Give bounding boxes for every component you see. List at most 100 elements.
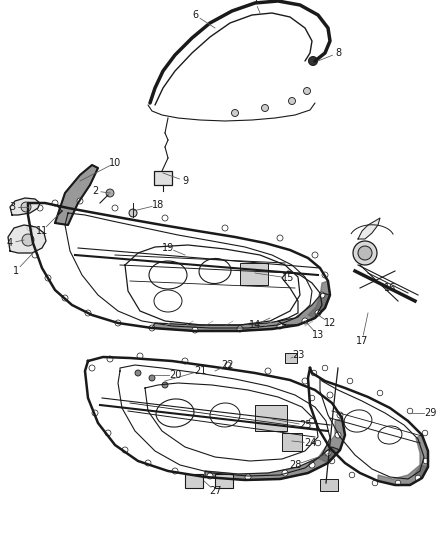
Circle shape — [135, 370, 141, 376]
Circle shape — [422, 430, 428, 436]
Circle shape — [106, 189, 114, 197]
Circle shape — [21, 202, 31, 212]
Circle shape — [237, 326, 243, 332]
Circle shape — [325, 450, 331, 456]
Circle shape — [304, 87, 311, 94]
Circle shape — [162, 215, 168, 221]
Text: 1: 1 — [13, 266, 19, 276]
Circle shape — [349, 472, 355, 478]
Circle shape — [52, 200, 58, 206]
Bar — [154, 171, 172, 185]
Circle shape — [302, 378, 308, 384]
Polygon shape — [358, 218, 380, 239]
Circle shape — [302, 318, 308, 324]
Circle shape — [261, 104, 268, 111]
Circle shape — [327, 392, 333, 398]
Circle shape — [358, 246, 372, 260]
Text: 25: 25 — [299, 420, 311, 430]
Circle shape — [372, 480, 378, 486]
Circle shape — [319, 292, 325, 298]
Polygon shape — [8, 225, 46, 253]
Circle shape — [353, 241, 377, 265]
Text: 27: 27 — [209, 486, 221, 496]
Circle shape — [27, 225, 33, 231]
Circle shape — [312, 252, 318, 258]
Circle shape — [277, 323, 283, 329]
Circle shape — [232, 109, 239, 117]
Circle shape — [322, 272, 328, 278]
Polygon shape — [205, 447, 340, 480]
Circle shape — [115, 320, 121, 326]
Circle shape — [415, 475, 421, 481]
Circle shape — [62, 295, 68, 301]
Circle shape — [337, 412, 343, 418]
Circle shape — [308, 56, 318, 66]
Polygon shape — [378, 465, 428, 485]
Circle shape — [129, 209, 137, 217]
Circle shape — [407, 408, 413, 414]
Circle shape — [315, 440, 321, 446]
Circle shape — [377, 390, 383, 396]
Circle shape — [395, 480, 401, 486]
Text: 21: 21 — [194, 366, 206, 376]
Circle shape — [289, 98, 296, 104]
Text: 11: 11 — [36, 226, 48, 236]
Text: 12: 12 — [324, 318, 336, 328]
Bar — [240, 263, 268, 285]
Polygon shape — [318, 418, 345, 463]
Text: 19: 19 — [162, 243, 174, 253]
Text: 16: 16 — [384, 283, 396, 293]
Text: 18: 18 — [152, 200, 164, 210]
Bar — [255, 405, 287, 431]
Circle shape — [309, 395, 315, 401]
Circle shape — [32, 252, 38, 258]
Text: 22: 22 — [222, 360, 234, 370]
Text: 6: 6 — [192, 10, 198, 20]
Circle shape — [329, 458, 335, 464]
Polygon shape — [152, 293, 330, 331]
Polygon shape — [10, 198, 40, 215]
Bar — [215, 474, 233, 488]
Text: 24: 24 — [304, 438, 316, 448]
Text: 14: 14 — [249, 320, 261, 330]
Circle shape — [89, 365, 95, 371]
Circle shape — [45, 275, 51, 281]
Circle shape — [192, 327, 198, 333]
Text: 20: 20 — [169, 370, 181, 380]
Circle shape — [225, 362, 231, 368]
Circle shape — [222, 225, 228, 231]
Circle shape — [92, 410, 98, 416]
Circle shape — [37, 205, 43, 211]
Text: 9: 9 — [182, 176, 188, 186]
Circle shape — [162, 382, 168, 388]
Circle shape — [105, 430, 111, 436]
Polygon shape — [55, 165, 98, 225]
Circle shape — [322, 365, 328, 371]
Text: 15: 15 — [282, 273, 294, 283]
Bar — [185, 474, 203, 488]
Circle shape — [85, 310, 91, 316]
Circle shape — [245, 474, 251, 480]
Circle shape — [311, 370, 317, 376]
Circle shape — [309, 418, 315, 424]
Circle shape — [77, 198, 83, 204]
Text: 10: 10 — [109, 158, 121, 168]
Text: 29: 29 — [424, 408, 436, 418]
Circle shape — [112, 205, 118, 211]
Text: 13: 13 — [312, 330, 324, 340]
Circle shape — [172, 468, 178, 474]
Polygon shape — [308, 281, 330, 318]
Circle shape — [107, 356, 113, 362]
Text: 4: 4 — [7, 238, 13, 248]
Circle shape — [149, 375, 155, 381]
Circle shape — [22, 234, 34, 246]
Circle shape — [149, 325, 155, 331]
Text: 2: 2 — [92, 186, 98, 196]
Polygon shape — [414, 435, 428, 478]
Text: 8: 8 — [335, 48, 341, 58]
Circle shape — [309, 462, 315, 468]
Text: 28: 28 — [289, 460, 301, 470]
Circle shape — [347, 378, 353, 384]
Text: 23: 23 — [292, 350, 304, 360]
Bar — [285, 353, 297, 363]
